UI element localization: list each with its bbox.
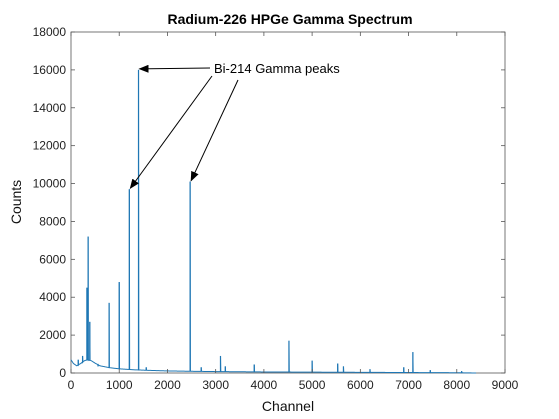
spectrum-line	[70, 69, 477, 374]
y-axis-title: Counts	[8, 180, 24, 224]
y-tick-label: 18000	[33, 25, 67, 39]
x-tick-label: 4000	[251, 378, 278, 392]
y-tick-label: 14000	[33, 101, 67, 115]
y-tick-label: 4000	[39, 290, 66, 304]
x-tick-label: 8000	[443, 378, 470, 392]
y-tick-label: 2000	[39, 328, 66, 342]
y-tick-label: 12000	[33, 139, 67, 153]
y-tick-label: 16000	[33, 63, 67, 77]
x-tick-label: 7000	[395, 378, 422, 392]
y-tick-label: 8000	[39, 214, 66, 228]
annotation-layer: Bi-214 Gamma peaks	[129, 61, 340, 190]
x-tick-label: 5000	[299, 378, 326, 392]
annotation-arrow	[190, 79, 239, 182]
x-tick-label: 2000	[154, 378, 181, 392]
x-tick-label: 6000	[347, 378, 374, 392]
annotation-arrow	[138, 64, 211, 73]
axis-ticks: 0 1000 2000 3000 4000 5000 6000 7000 8000 9000 0 20…	[33, 25, 519, 392]
x-tick-label: 1000	[106, 378, 133, 392]
x-tick-label: 3000	[202, 378, 229, 392]
plot-area	[70, 31, 506, 374]
x-axis-title: Channel	[262, 398, 314, 414]
y-tick-label: 6000	[39, 252, 66, 266]
y-tick-label: 10000	[33, 177, 67, 191]
annotation-arrow	[129, 75, 213, 190]
x-tick-label: 9000	[492, 378, 519, 392]
y-tick-label: 0	[59, 366, 66, 380]
chart-title: Radium-226 HPGe Gamma Spectrum	[167, 11, 412, 27]
annotation-label: Bi-214 Gamma peaks	[214, 61, 340, 76]
spectrum-layer	[70, 69, 477, 374]
x-tick-label: 0	[68, 378, 75, 392]
